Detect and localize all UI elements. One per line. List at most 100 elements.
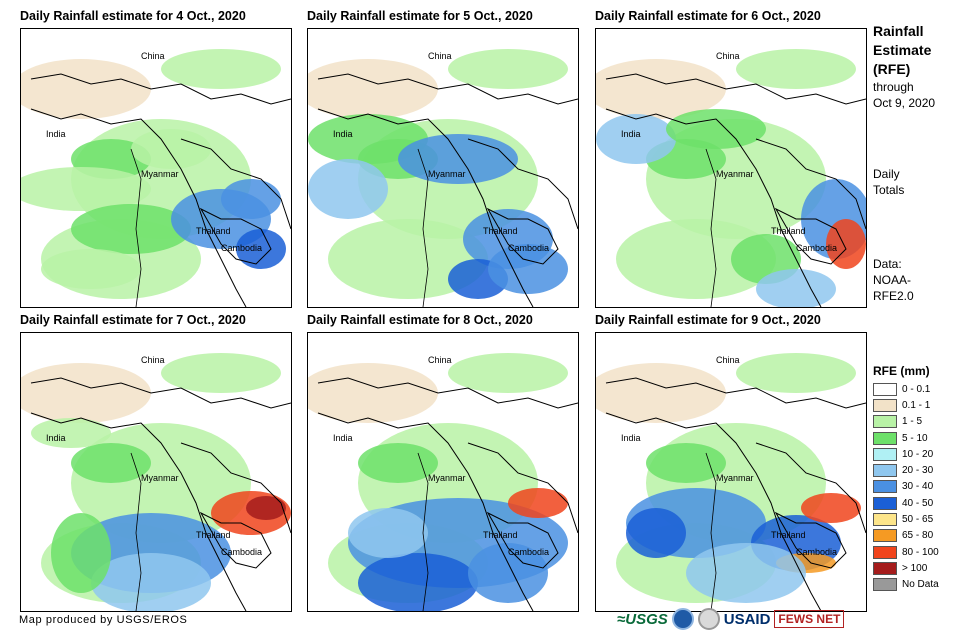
- legend-item: 30 - 40: [873, 479, 939, 495]
- map-label-cambodia: Cambodia: [221, 243, 263, 253]
- legend-label: 0.1 - 1: [902, 399, 931, 411]
- title-line-3: (RFE): [873, 61, 911, 77]
- legend-swatch: [873, 398, 897, 412]
- rainfall-map: China India Myanmar Thailand Cambodia: [595, 332, 867, 612]
- daily-line-2: Totals: [873, 183, 905, 197]
- map-label-india: India: [46, 433, 66, 443]
- rainfall-map-panel: Daily Rainfall estimate for 4 Oct., 2020…: [20, 6, 292, 308]
- map-label-myanmar: Myanmar: [141, 169, 179, 179]
- map-label-china: China: [716, 355, 740, 365]
- legend-label: 20 - 30: [902, 465, 934, 477]
- rainfall-map-panel: Daily Rainfall estimate for 5 Oct., 2020…: [307, 6, 579, 308]
- map-label-china: China: [428, 355, 452, 365]
- map-label-china: China: [141, 355, 165, 365]
- legend-label: 30 - 40: [902, 481, 934, 493]
- map-credit: Map produced by USGS/EROS: [19, 614, 188, 626]
- legend-label: 65 - 80: [902, 530, 934, 542]
- legend-swatch: [873, 447, 897, 461]
- map-graphic: [21, 353, 291, 611]
- legend-swatch: [873, 578, 897, 592]
- legend-label: 0 - 0.1: [902, 383, 931, 395]
- noaa-logo-icon: [671, 608, 694, 630]
- rainfall-map: China India Myanmar Thailand Cambodia: [20, 28, 292, 308]
- map-label-thailand: Thailand: [771, 226, 806, 236]
- panel-title: Daily Rainfall estimate for 9 Oct., 2020: [595, 313, 821, 327]
- map-label-myanmar: Myanmar: [428, 169, 466, 179]
- legend-swatch: [873, 480, 897, 494]
- map-label-india: India: [46, 129, 66, 139]
- legend-item: 40 - 50: [873, 495, 939, 511]
- data-line-2: NOAA-: [873, 273, 912, 287]
- map-label-cambodia: Cambodia: [508, 243, 550, 253]
- legend-item: 50 - 65: [873, 511, 939, 527]
- rainfall-map: China India Myanmar Thailand Cambodia: [20, 332, 292, 612]
- panel-title: Daily Rainfall estimate for 5 Oct., 2020: [307, 9, 533, 23]
- map-label-myanmar: Myanmar: [716, 473, 754, 483]
- sidebar-title: Rainfall Estimate (RFE) through Oct 9, 2…: [873, 22, 935, 111]
- data-line-3: RFE2.0: [873, 289, 914, 303]
- legend-label: 10 - 20: [902, 448, 934, 460]
- map-graphic: [596, 49, 866, 307]
- legend-swatch: [873, 545, 897, 559]
- legend-label: 1 - 5: [902, 416, 923, 428]
- legend-item: 10 - 20: [873, 446, 939, 462]
- map-label-thailand: Thailand: [196, 226, 231, 236]
- legend-label: 50 - 65: [902, 514, 934, 526]
- rainfall-map: China India Myanmar Thailand Cambodia: [595, 28, 867, 308]
- rainfall-map-panel: Daily Rainfall estimate for 8 Oct., 2020…: [307, 310, 579, 612]
- legend-item: 65 - 80: [873, 528, 939, 544]
- map-label-thailand: Thailand: [196, 530, 231, 540]
- panel-title: Daily Rainfall estimate for 6 Oct., 2020: [595, 9, 821, 23]
- map-label-myanmar: Myanmar: [141, 473, 179, 483]
- legend-label: 5 - 10: [902, 432, 928, 444]
- logo-strip: ≈USGS USAID FEWS NET: [617, 605, 845, 633]
- daily-line-1: Daily: [873, 167, 900, 181]
- map-graphic: [308, 353, 578, 611]
- legend-swatch: [873, 464, 897, 478]
- legend-item: 5 - 10: [873, 430, 939, 446]
- legend-swatch: [873, 513, 897, 527]
- map-label-thailand: Thailand: [771, 530, 806, 540]
- map-label-china: China: [141, 51, 165, 61]
- legend-label: 40 - 50: [902, 497, 934, 509]
- legend-swatch: [873, 415, 897, 429]
- map-label-cambodia: Cambodia: [796, 243, 838, 253]
- panel-title: Daily Rainfall estimate for 7 Oct., 2020: [20, 313, 246, 327]
- data-line-1: Data:: [873, 257, 902, 271]
- map-label-china: China: [716, 51, 740, 61]
- legend-swatch: [873, 496, 897, 510]
- legend-label: 80 - 100: [902, 546, 939, 558]
- legend-title: RFE (mm): [873, 364, 930, 378]
- legend-item: 20 - 30: [873, 462, 939, 478]
- map-label-india: India: [333, 433, 353, 443]
- map-label-cambodia: Cambodia: [221, 547, 263, 557]
- rainfall-map: China India Myanmar Thailand Cambodia: [307, 28, 579, 308]
- map-label-india: India: [621, 433, 641, 443]
- legend-item: > 100: [873, 560, 939, 576]
- map-label-cambodia: Cambodia: [796, 547, 838, 557]
- usgs-logo: ≈USGS: [617, 610, 668, 628]
- map-label-india: India: [621, 129, 641, 139]
- map-label-china: China: [428, 51, 452, 61]
- seal-logo-icon: [697, 608, 720, 630]
- map-graphic: [308, 49, 578, 307]
- map-label-thailand: Thailand: [483, 530, 518, 540]
- rainfall-map-panel: Daily Rainfall estimate for 7 Oct., 2020…: [20, 310, 292, 612]
- title-line-1: Rainfall: [873, 23, 924, 39]
- rainfall-map: China India Myanmar Thailand Cambodia: [307, 332, 579, 612]
- panel-title: Daily Rainfall estimate for 8 Oct., 2020: [307, 313, 533, 327]
- title-line-2: Estimate: [873, 42, 932, 58]
- data-source: Data: NOAA- RFE2.0: [873, 256, 914, 304]
- map-label-myanmar: Myanmar: [428, 473, 466, 483]
- legend-swatch: [873, 529, 897, 543]
- legend-item: 80 - 100: [873, 544, 939, 560]
- map-label-myanmar: Myanmar: [716, 169, 754, 179]
- legend-swatch: [873, 561, 897, 575]
- legend-swatch: [873, 431, 897, 445]
- legend-item: 0.1 - 1: [873, 397, 939, 413]
- through-line-1: through: [873, 80, 914, 94]
- map-label-india: India: [333, 129, 353, 139]
- legend: 0 - 0.1 0.1 - 1 1 - 5 5 - 10 10 - 20 20 - 30 3…: [873, 381, 939, 593]
- usaid-logo: USAID: [723, 610, 771, 628]
- through-line-2: Oct 9, 2020: [873, 96, 936, 110]
